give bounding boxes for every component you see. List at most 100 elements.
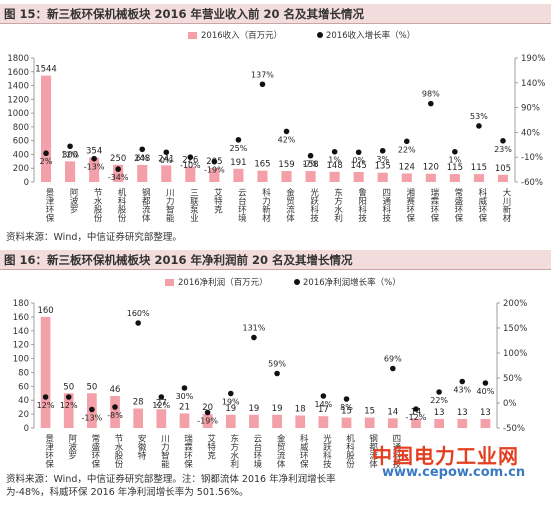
growth-rate-label: -13% bbox=[82, 414, 103, 423]
bar bbox=[434, 418, 444, 428]
bar bbox=[449, 174, 460, 182]
right-tick-label: 140% bbox=[521, 79, 545, 89]
growth-rate-point bbox=[259, 81, 266, 88]
growth-rate-point bbox=[181, 385, 188, 391]
bar-value-label: 13 bbox=[434, 408, 445, 418]
growth-rate-point bbox=[115, 166, 121, 172]
growth-rate-label: 8% bbox=[340, 403, 353, 412]
growth-rate-label: 6% bbox=[136, 153, 149, 162]
bar bbox=[329, 171, 340, 182]
category-label: 钢都流体 bbox=[368, 433, 378, 469]
bar-value-label: 241 bbox=[158, 154, 174, 164]
growth-rate-label: 3% bbox=[376, 155, 389, 164]
growth-rate-point bbox=[211, 158, 218, 165]
legend-dot-label: 2016收入增长率（%） bbox=[326, 30, 415, 41]
growth-rate-label: 53% bbox=[470, 112, 488, 121]
growth-rate-label: 43% bbox=[453, 386, 471, 395]
growth-rate-label: 0% bbox=[352, 156, 365, 165]
revenue-chart: 2016收入（百万元） 2016收入增长率（%） 0 200 400 600 800 1000… bbox=[7, 30, 545, 223]
right-tick-label: -10% bbox=[521, 153, 543, 163]
growth-rate-label: 30% bbox=[176, 392, 194, 401]
category-label: 科威环保 bbox=[298, 433, 308, 469]
category-label: 川力智能 bbox=[159, 434, 169, 469]
bar-value-label: 46 bbox=[110, 385, 121, 395]
category-label: 金贸流体 bbox=[285, 187, 295, 223]
bar bbox=[341, 417, 352, 428]
left-tick-label: 60 bbox=[18, 382, 29, 392]
growth-rate-point bbox=[283, 128, 290, 135]
bar-value-label: 354 bbox=[86, 147, 102, 157]
category-label: 东方水利 bbox=[229, 433, 239, 468]
category-label: 瑞霖环保 bbox=[182, 433, 192, 469]
bar-value-label: 160 bbox=[37, 306, 53, 316]
figure-15-header: 图 15：新三板环保机械板块 2016 年营业收入前 20 名及其增长情况 bbox=[0, 4, 551, 24]
bar-value-label: 105 bbox=[495, 164, 511, 174]
figure-16-title: 图 16：新三板环保机械板块 2016 年净利润前 20 名及其增长情况 bbox=[4, 253, 353, 267]
left-tick-label: 200 bbox=[13, 164, 29, 174]
left-tick-label: 1000 bbox=[7, 109, 29, 119]
bar-value-label: 158 bbox=[302, 160, 318, 170]
growth-rate-point bbox=[476, 123, 482, 129]
category-label: 机科股份 bbox=[345, 433, 355, 469]
growth-rate-label: 1% bbox=[328, 156, 341, 165]
left-tick-label: 20 bbox=[18, 410, 29, 420]
growth-rate-label: 22% bbox=[398, 145, 416, 154]
category-label: 鲁阳科技 bbox=[357, 187, 367, 223]
growth-rate-label: -7% bbox=[303, 160, 319, 169]
bar bbox=[411, 418, 421, 428]
growth-rate-label: 1% bbox=[449, 156, 462, 165]
category-label: 四通科技 bbox=[381, 188, 391, 223]
bar bbox=[281, 171, 292, 182]
bar bbox=[225, 414, 236, 428]
bar-value-label: 115 bbox=[471, 163, 487, 173]
figure-15-source: 资料来源：Wind，中信证券研究部整理。 bbox=[6, 232, 182, 243]
bar-value-label: 15 bbox=[364, 407, 375, 417]
growth-rate-point bbox=[204, 409, 211, 416]
right-tick-label: 190% bbox=[521, 54, 545, 64]
legend-bar-swatch bbox=[165, 279, 174, 286]
category-label: 瑞霖环保 bbox=[429, 187, 439, 223]
bar-value-label: 120 bbox=[423, 163, 439, 173]
growth-rate-point bbox=[436, 389, 442, 395]
growth-rate-point bbox=[158, 394, 165, 400]
category-label: 云台环境 bbox=[236, 188, 246, 223]
category-label: 景津环保 bbox=[44, 188, 54, 223]
category-label: 三联泵业 bbox=[188, 188, 198, 222]
bar-value-label: 19 bbox=[225, 404, 236, 414]
bar bbox=[40, 316, 51, 428]
bar bbox=[63, 393, 74, 428]
left-tick-label: 120 bbox=[13, 341, 29, 351]
bar-value-label: 226 bbox=[182, 155, 198, 165]
left-tick-label: 1600 bbox=[7, 68, 29, 78]
bar bbox=[233, 168, 244, 182]
growth-rate-label: -12% bbox=[406, 413, 427, 422]
legend-dot-swatch bbox=[317, 32, 323, 38]
growth-rate-label: 160% bbox=[127, 309, 150, 318]
growth-rate-label: -10% bbox=[180, 161, 201, 170]
figure-16-header: 图 16：新三板环保机械板块 2016 年净利润前 20 名及其增长情况 bbox=[0, 250, 551, 270]
category-label: 常盛环保 bbox=[453, 187, 463, 223]
watermark-logo: 中国电力工业网 www.cepow.com.cn bbox=[372, 440, 550, 490]
left-tick-label: 140 bbox=[13, 327, 29, 337]
right-tick-label: 50% bbox=[503, 374, 522, 384]
legend-bar-label: 2016净利润（百万元） bbox=[178, 277, 268, 288]
growth-rate-label: -34% bbox=[108, 173, 129, 182]
legend-bar-swatch bbox=[188, 32, 197, 39]
category-label: 光跃科技 bbox=[321, 433, 331, 469]
growth-rate-point bbox=[43, 150, 49, 157]
growth-rate-point bbox=[89, 406, 95, 413]
bar-value-label: 135 bbox=[375, 162, 391, 172]
bar bbox=[65, 161, 76, 182]
growth-rate-label: -19% bbox=[197, 417, 218, 426]
watermark-url: www.cepow.com.cn bbox=[382, 465, 526, 480]
bar-value-label: 19 bbox=[249, 404, 260, 414]
growth-rate-label: 19% bbox=[222, 398, 240, 407]
growth-rate-label: 12% bbox=[37, 401, 55, 410]
left-tick-label: 80 bbox=[18, 368, 29, 378]
category-label: 大川新材 bbox=[501, 187, 511, 222]
growth-rate-label: -8% bbox=[107, 411, 123, 420]
growth-rate-label: 23% bbox=[494, 145, 512, 154]
bar-value-label: 124 bbox=[399, 162, 415, 172]
right-tick-label: 90% bbox=[521, 104, 540, 114]
category-label: 云台环境 bbox=[252, 434, 262, 469]
